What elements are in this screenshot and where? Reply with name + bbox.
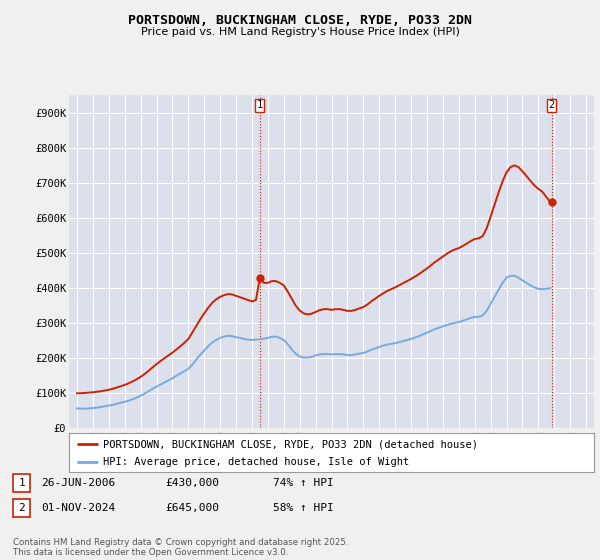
Text: PORTSDOWN, BUCKINGHAM CLOSE, RYDE, PO33 2DN: PORTSDOWN, BUCKINGHAM CLOSE, RYDE, PO33 … (128, 14, 472, 27)
Text: 2: 2 (548, 100, 554, 110)
Text: PORTSDOWN, BUCKINGHAM CLOSE, RYDE, PO33 2DN (detached house): PORTSDOWN, BUCKINGHAM CLOSE, RYDE, PO33 … (103, 439, 478, 449)
Text: £430,000: £430,000 (165, 478, 219, 488)
Text: 2: 2 (18, 503, 25, 513)
Text: 74% ↑ HPI: 74% ↑ HPI (273, 478, 334, 488)
Text: 1: 1 (257, 100, 263, 110)
Text: 01-NOV-2024: 01-NOV-2024 (41, 503, 115, 513)
Text: 1: 1 (18, 478, 25, 488)
Text: 26-JUN-2006: 26-JUN-2006 (41, 478, 115, 488)
Text: 58% ↑ HPI: 58% ↑ HPI (273, 503, 334, 513)
Text: £645,000: £645,000 (165, 503, 219, 513)
Text: Contains HM Land Registry data © Crown copyright and database right 2025.
This d: Contains HM Land Registry data © Crown c… (13, 538, 349, 557)
Text: HPI: Average price, detached house, Isle of Wight: HPI: Average price, detached house, Isle… (103, 457, 409, 467)
Text: Price paid vs. HM Land Registry's House Price Index (HPI): Price paid vs. HM Land Registry's House … (140, 27, 460, 38)
